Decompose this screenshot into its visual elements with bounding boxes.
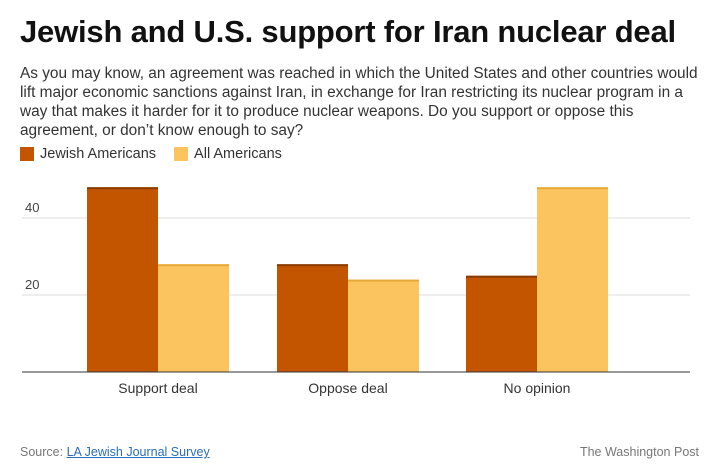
legend-item-all-americans: All Americans xyxy=(174,146,282,162)
x-tick-label-support-deal: Support deal xyxy=(118,380,197,396)
x-tick-label-oppose-deal: Oppose deal xyxy=(308,380,387,396)
y-tick-label-40: 40 xyxy=(25,200,39,215)
bar-oppose-deal-jewish-americans xyxy=(277,264,348,372)
bar-support-deal-all-americans xyxy=(158,264,229,372)
bar-support-deal-jewish-americans xyxy=(87,187,158,372)
source-link[interactable]: LA Jewish Journal Survey xyxy=(66,445,210,459)
bar-no-opinion-all-americans xyxy=(537,187,608,372)
source-prefix: Source: xyxy=(20,445,67,459)
y-tick-label-20: 20 xyxy=(25,277,39,292)
bar-no-opinion-jewish-americans xyxy=(466,275,537,372)
legend-item-jewish-americans: Jewish Americans xyxy=(20,146,156,162)
chart-subtitle: As you may know, an agreement was reache… xyxy=(20,65,698,139)
chart-title: Jewish and U.S. support for Iran nuclear… xyxy=(20,14,676,49)
bar-oppose-deal-all-americans xyxy=(348,279,419,372)
x-tick-label-no-opinion: No opinion xyxy=(504,380,571,396)
legend: Jewish Americans All Americans xyxy=(20,146,300,162)
legend-label-jewish-americans: Jewish Americans xyxy=(40,146,157,162)
source-note: Source: LA Jewish Journal Survey xyxy=(20,445,210,459)
legend-label-all-americans: All Americans xyxy=(194,146,282,162)
legend-swatch-all-americans xyxy=(174,147,189,161)
legend-swatch-jewish-americans xyxy=(20,147,34,161)
publisher-credit: The Washington Post xyxy=(579,445,699,459)
